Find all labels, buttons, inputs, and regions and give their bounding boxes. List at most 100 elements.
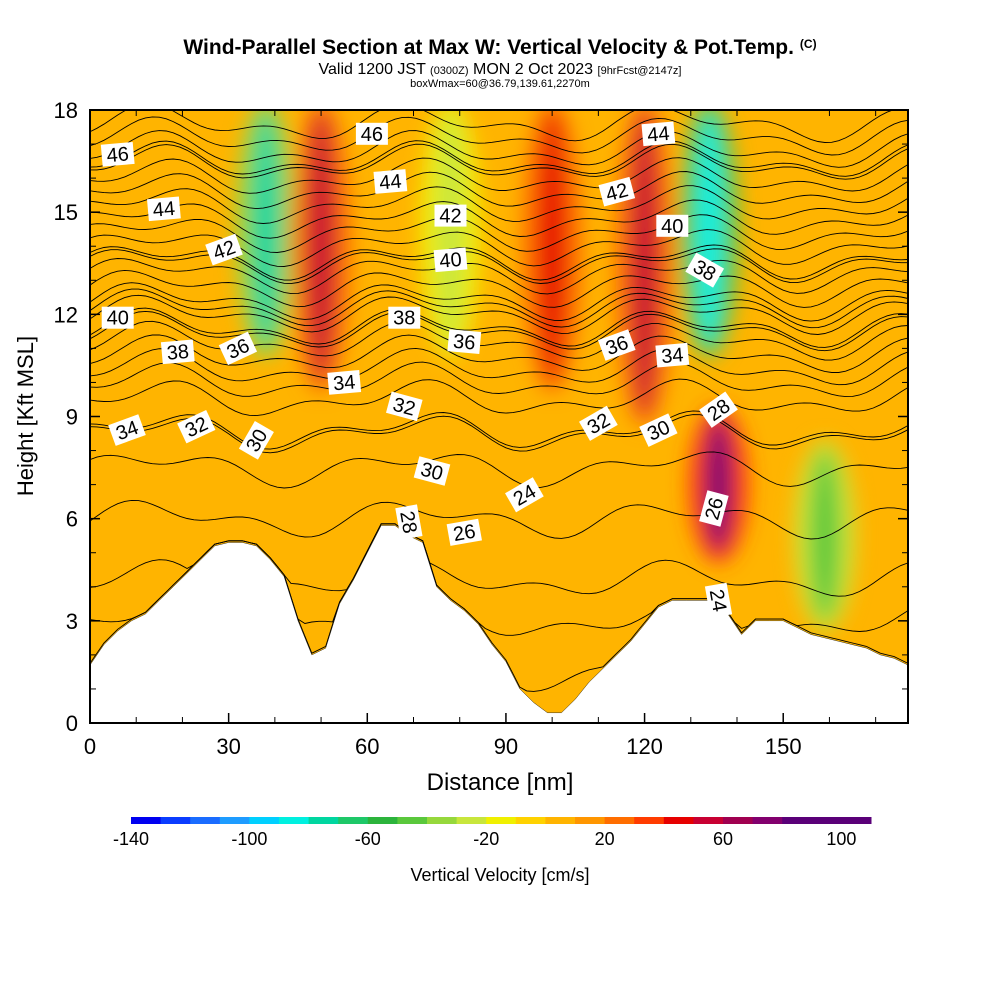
colorbar-swatch — [131, 817, 162, 824]
theta-contour-line — [90, 451, 908, 489]
theta-contour-line — [90, 130, 908, 168]
colorbar-tick-label: 60 — [713, 829, 733, 849]
colorbar-label: Vertical Velocity [cm/s] — [410, 865, 589, 885]
x-tick-label: 150 — [765, 734, 802, 759]
y-axis-label: Height [Kft MSL] — [13, 336, 38, 496]
theta-contour-label: 42 — [434, 204, 467, 228]
x-tick-label: 90 — [494, 734, 518, 759]
theta-contour-line — [90, 307, 908, 348]
chart-subtitle: Valid 1200 JST (0300Z) MON 2 Oct 2023 [9… — [318, 61, 682, 78]
colorbar-swatch — [752, 817, 783, 824]
velocity-feature-core — [251, 110, 280, 349]
colorbar-tick-label: -140 — [113, 829, 149, 849]
svg-text:44: 44 — [152, 198, 176, 222]
theta-contour-label: 44 — [147, 196, 181, 222]
theta-contour-label: 24 — [705, 582, 733, 619]
theta-contour-line — [90, 214, 908, 253]
theta-contour-line — [90, 347, 908, 386]
theta-contour-line — [90, 523, 908, 597]
theta-contour-label: 38 — [160, 339, 195, 365]
colorbar-tick-label: -60 — [355, 829, 381, 849]
theta-contour-label: 46 — [100, 141, 135, 167]
y-tick-label: 6 — [66, 507, 78, 532]
colorbar-tick-label: -20 — [473, 829, 499, 849]
theta-contour-line — [90, 157, 908, 194]
theta-contour-line — [90, 269, 908, 308]
svg-text:26: 26 — [452, 521, 478, 547]
svg-text:46: 46 — [106, 143, 130, 167]
colorbar-swatch — [427, 817, 458, 824]
vertical-velocity-field — [235, 110, 855, 631]
theta-contour-label: 40 — [101, 306, 134, 330]
colorbar-swatch — [604, 817, 635, 824]
colorbar-swatch — [160, 817, 191, 824]
colorbar: -140 -100 -60 -20 20 60 100 — [113, 817, 872, 849]
y-tick-label: 0 — [66, 711, 78, 736]
svg-text:38: 38 — [393, 308, 415, 330]
colorbar-swatch — [782, 817, 813, 824]
theta-contour-line — [90, 361, 908, 398]
chart-box-info: boxWmax=60@36.79,139.61,2270m — [410, 78, 590, 90]
colorbar-swatch — [367, 817, 398, 824]
theta-contour-label: 44 — [373, 169, 408, 195]
colorbar-swatch — [841, 817, 872, 824]
svg-text:38: 38 — [166, 341, 190, 365]
svg-text:36: 36 — [452, 331, 476, 355]
theta-contour-label: 36 — [598, 329, 636, 361]
theta-contour-label: 34 — [327, 370, 362, 395]
x-tick-label: 0 — [84, 734, 96, 759]
colorbar-swatch — [456, 817, 487, 824]
y-tick-label: 12 — [54, 302, 78, 327]
theta-contours — [90, 110, 908, 692]
colorbar-swatch — [723, 817, 754, 824]
y-tick-label: 3 — [66, 609, 78, 634]
colorbar-swatch — [308, 817, 339, 824]
svg-text:44: 44 — [646, 123, 670, 147]
theta-contour-line — [90, 199, 908, 239]
theta-contour-line — [90, 499, 908, 540]
colorbar-swatch — [634, 817, 665, 824]
theta-contour-line — [90, 288, 908, 329]
theta-contour-line — [90, 110, 895, 143]
svg-text:40: 40 — [661, 216, 683, 238]
theta-contour-line — [90, 140, 908, 177]
colorbar-tick-label: -100 — [231, 829, 267, 849]
colorbar-swatch — [663, 817, 694, 824]
y-tick-label: 9 — [66, 405, 78, 430]
theta-contour-line — [90, 185, 908, 224]
chart-title: Wind-Parallel Section at Max W: Vertical… — [183, 36, 817, 59]
theta-contour-label: 28 — [395, 504, 423, 540]
theta-contour-label: 28 — [699, 391, 738, 428]
velocity-feature-core — [307, 110, 336, 383]
svg-text:44: 44 — [378, 171, 402, 195]
velocity-feature-core — [436, 110, 465, 349]
velocity-feature-core — [810, 450, 839, 621]
velocity-feature-core — [630, 110, 659, 417]
velocity-feature-core — [704, 416, 733, 553]
theta-contour-label: 40 — [656, 214, 689, 238]
svg-text:40: 40 — [439, 249, 463, 273]
colorbar-swatch — [338, 817, 369, 824]
theta-contour-line — [90, 282, 908, 322]
svg-text:34: 34 — [660, 344, 684, 368]
theta-contour-line — [90, 414, 908, 454]
theta-contour-line — [90, 116, 908, 156]
theta-contour-line — [90, 378, 908, 417]
colorbar-swatch — [545, 817, 576, 824]
velocity-feature-core — [538, 110, 567, 383]
x-tick-label: 60 — [355, 734, 379, 759]
velocity-feature-core — [695, 110, 724, 349]
x-tick-label: 120 — [626, 734, 663, 759]
colorbar-swatch — [249, 817, 280, 824]
theta-contour-label: 34 — [655, 342, 690, 368]
colorbar-tick-label: 20 — [595, 829, 615, 849]
theta-contour-line — [90, 294, 908, 335]
colorbar-swatch — [279, 817, 310, 824]
theta-contour-label: 32 — [385, 391, 423, 422]
colorbar-tick-label: 100 — [826, 829, 856, 849]
terrain-mask — [90, 525, 908, 723]
colorbar-swatch — [575, 817, 606, 824]
